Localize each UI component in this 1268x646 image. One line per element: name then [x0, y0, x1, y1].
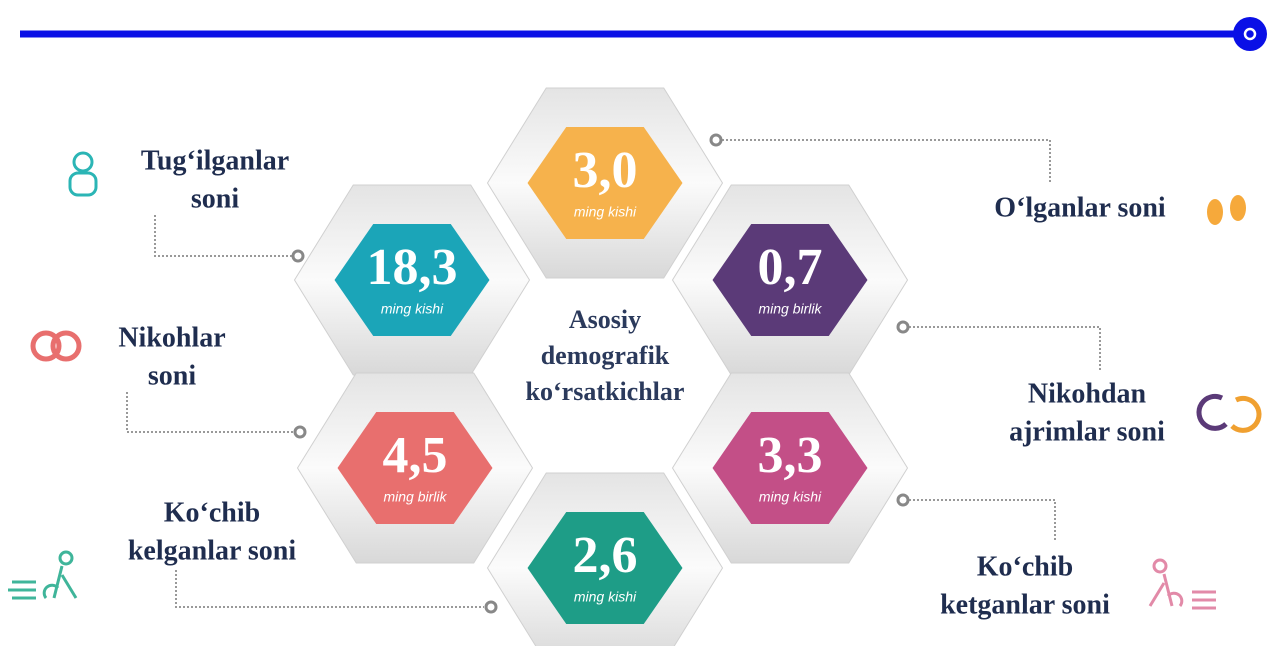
unit: ming kishi: [381, 301, 444, 317]
label: Nikohlar: [118, 322, 225, 353]
label: Ko‘chib: [977, 551, 1073, 582]
label: soni: [191, 183, 239, 214]
header-dot-inner: [1243, 27, 1257, 41]
depart-icon: [1148, 558, 1216, 610]
unit: ming kishi: [574, 204, 637, 220]
unit: ming birlik: [758, 301, 822, 317]
hex: [712, 224, 868, 336]
value: 4,5: [383, 427, 448, 484]
connector-end: [484, 600, 498, 614]
icons: [8, 151, 1262, 610]
label: O‘lganlar soni: [994, 192, 1166, 223]
value: 0,7: [758, 239, 823, 296]
connector-end: [709, 133, 723, 147]
broken-rings-icon: [1196, 393, 1262, 433]
connector: [909, 326, 1101, 372]
value: 3,0: [573, 142, 638, 199]
feet-icon: [1207, 195, 1246, 225]
hex-group: 18,3 ming kishi 3,0 ming kishi 4,5 ming birli…: [293, 87, 909, 646]
connector: [175, 570, 484, 608]
hex: [527, 127, 683, 239]
label: kelganlar soni: [128, 535, 297, 566]
connector-end: [291, 249, 305, 263]
center-title: demografik: [541, 341, 670, 370]
baby-icon: [68, 151, 98, 197]
arrive-icon: [8, 550, 78, 600]
connector: [154, 215, 292, 257]
connectors: [126, 133, 1101, 614]
label: Tug‘ilganlar: [141, 145, 289, 176]
label: soni: [148, 360, 196, 391]
connector: [722, 139, 1051, 182]
hex: [527, 512, 683, 624]
value: 2,6: [573, 527, 638, 584]
label: Nikohdan: [1028, 378, 1147, 409]
rings-icon: [30, 330, 82, 362]
connector-end: [896, 320, 910, 334]
hex: [712, 412, 868, 524]
unit: ming kishi: [759, 489, 822, 505]
connector-end: [293, 425, 307, 439]
text-group: Tug‘ilganlar soni O‘lganlar soni Nikohlar so…: [118, 145, 1166, 620]
value: 18,3: [367, 239, 458, 296]
unit: ming kishi: [574, 589, 637, 605]
connector-end: [896, 493, 910, 507]
hex: [334, 224, 490, 336]
value: 3,3: [758, 427, 823, 484]
connector: [909, 499, 1056, 542]
center-title: ko‘rsatkichlar: [526, 377, 685, 406]
connector: [126, 392, 294, 433]
label: ajrimlar soni: [1009, 416, 1165, 447]
header-dot: [1233, 17, 1267, 51]
label: ketganlar soni: [940, 589, 1110, 620]
hex: [337, 412, 493, 524]
center-title: Asosiy: [569, 305, 641, 334]
label: Ko‘chib: [164, 497, 260, 528]
unit: ming birlik: [383, 489, 447, 505]
